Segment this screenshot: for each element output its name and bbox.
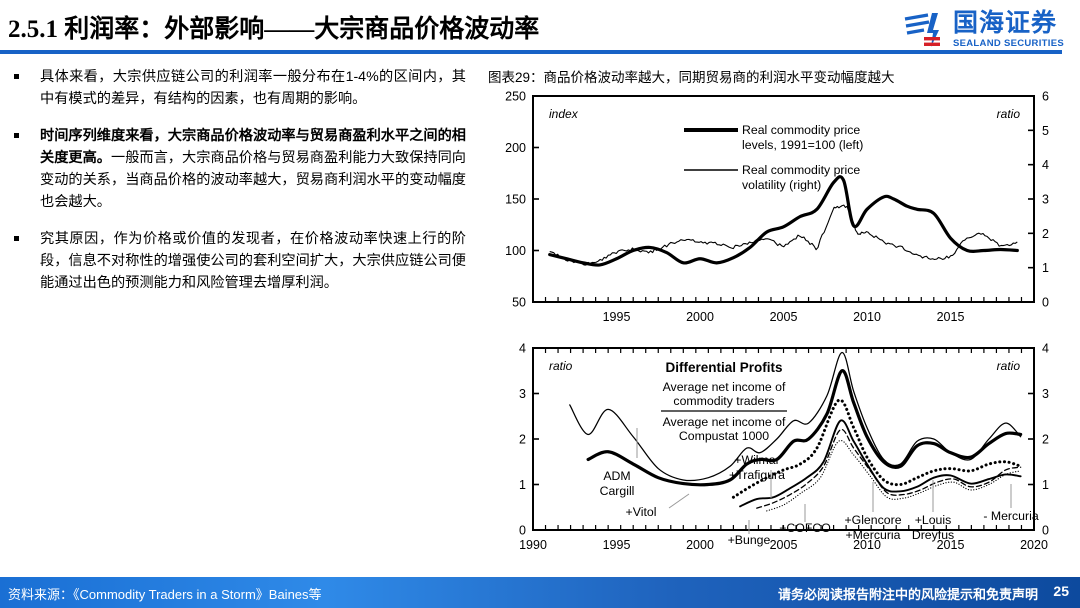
bullet-plain: 究其原因，作为价格或价值的发现者，在价格波动率快速上行的阶段，信息不对称性的增强… xyxy=(40,231,466,291)
annotation-leader-1 xyxy=(669,494,689,508)
bottom-chart-frame xyxy=(533,348,1034,530)
top-y2-tick-label: 2 xyxy=(1042,227,1049,241)
exhibit-panel: 图表29：商品价格波动率越大，同期贸易商的利润水平变动幅度越大 50100150… xyxy=(488,66,1066,571)
source-note: 资料来源：《Commodity Traders in a Storm》Baine… xyxy=(8,584,322,603)
bottom-y2-tick-label: 2 xyxy=(1042,433,1049,447)
list-item: 具体来看，大宗供应链公司的利润率一般分布在1-4%的区间内，其中有模式的差异，有… xyxy=(14,66,466,110)
top-y2-tick-label: 1 xyxy=(1042,261,1049,275)
bottom-y2-tick-label: 1 xyxy=(1042,478,1049,492)
annotation-5-line2: +Mercuria xyxy=(845,528,900,542)
slide-page: 2.5.1 利润率：外部影响——大宗商品价格波动率 国海证券 SEALAND S xyxy=(0,0,1080,608)
bottom-y-tick-label: 0 xyxy=(519,524,526,538)
page-number: 25 xyxy=(1053,583,1069,599)
company-logo: 国海证券 SEALAND SECURITIES xyxy=(902,6,1072,54)
top-y-tick-label: 150 xyxy=(505,193,526,207)
bottom-y-tick-label: 3 xyxy=(519,387,526,401)
formula-denominator-line1: Average net income of xyxy=(663,415,786,429)
disclaimer-note: 请务必阅读报告附注中的风险提示和免责声明 xyxy=(778,584,1038,603)
list-item: 究其原因，作为价格或价值的发现者，在价格波动率快速上行的阶段，信息不对称性的增强… xyxy=(14,228,466,294)
formula-denominator-line2: Compustat 1000 xyxy=(679,429,769,443)
series-traders-fine-dotted xyxy=(767,441,1021,511)
top-y-tick-label: 250 xyxy=(505,90,526,104)
dual-panel-chart: 5010015020025001234561995200020052010201… xyxy=(488,90,1066,570)
top-x-tick-label: 1995 xyxy=(603,310,631,324)
bottom-y2-tick-label: 4 xyxy=(1042,342,1049,356)
bottom-y-tick-label: 4 xyxy=(519,342,526,356)
top-y2-tick-label: 4 xyxy=(1042,158,1049,172)
logo-text-en: SEALAND SECURITIES xyxy=(953,39,1064,49)
legend-label-1-line2: volatility (right) xyxy=(742,178,821,192)
annotation-7-line1: - Mercuria xyxy=(983,509,1039,523)
list-item: 时间序列维度来看，大宗商品价格波动率与贸易商盈利水平之间的相关度更高。一般而言，… xyxy=(14,125,466,213)
annotation-3-line1: +Bunge xyxy=(728,533,771,547)
bottom-x-tick-label: 2000 xyxy=(686,538,714,552)
bullet-marker-icon xyxy=(14,66,40,110)
bottom-y2-tick-label: 0 xyxy=(1042,524,1049,538)
top-x-tick-label: 2015 xyxy=(937,310,965,324)
annotation-5-line1: +Glencore xyxy=(844,513,901,527)
annotation-2-line2: +Trafigura xyxy=(729,468,785,482)
bottom-x-tick-label: 2020 xyxy=(1020,538,1048,552)
slide-footer: 资料来源：《Commodity Traders in a Storm》Baine… xyxy=(0,577,1080,608)
top-left-axis-note: index xyxy=(549,107,579,121)
top-x-tick-label: 2000 xyxy=(686,310,714,324)
formula-numerator-line2: commodity traders xyxy=(673,394,774,408)
annotation-0-line2: Cargill xyxy=(600,484,635,498)
top-y2-tick-label: 3 xyxy=(1042,193,1049,207)
legend-label-1-line1: Real commodity price xyxy=(742,163,860,177)
annotation-6-line2: Dreyfus xyxy=(912,528,954,542)
bottom-y-tick-label: 1 xyxy=(519,478,526,492)
top-y-tick-label: 50 xyxy=(512,296,526,310)
annotation-1-line1: +Vitol xyxy=(626,505,657,519)
bullet-text-3: 究其原因，作为价格或价值的发现者，在价格波动率快速上行的阶段，信息不对称性的增强… xyxy=(40,228,466,294)
bottom-right-axis-note: ratio xyxy=(997,359,1021,373)
series-traders-main-thick xyxy=(588,371,1021,485)
bullet-marker-icon xyxy=(14,228,40,294)
top-x-tick-label: 2005 xyxy=(770,310,798,324)
bullet-text-2: 时间序列维度来看，大宗商品价格波动率与贸易商盈利水平之间的相关度更高。一般而言，… xyxy=(40,125,466,213)
figure-container: 5010015020025001234561995200020052010201… xyxy=(488,90,1066,570)
slide-header: 2.5.1 利润率：外部影响——大宗商品价格波动率 国海证券 SEALAND S xyxy=(0,0,1080,56)
annotation-2-line1: +Wilmar xyxy=(734,453,779,467)
bullet-marker-icon xyxy=(14,125,40,213)
bottom-y-tick-label: 2 xyxy=(519,433,526,447)
annotation-4-line1: +COFCO xyxy=(779,521,831,535)
top-y2-tick-label: 0 xyxy=(1042,296,1049,310)
bottom-x-tick-label: 1995 xyxy=(603,538,631,552)
formula-numerator-line1: Average net income of xyxy=(663,380,786,394)
bullet-plain: 具体来看，大宗供应链公司的利润率一般分布在1-4%的区间内，其中有模式的差异，有… xyxy=(40,69,466,107)
top-y2-tick-label: 6 xyxy=(1042,90,1049,104)
differential-profits-title: Differential Profits xyxy=(665,360,782,375)
exhibit-title: 图表29：商品价格波动率越大，同期贸易商的利润水平变动幅度越大 xyxy=(488,66,895,86)
top-y-tick-label: 100 xyxy=(505,244,526,258)
top-y-tick-label: 200 xyxy=(505,141,526,155)
annotation-0-line1: ADM xyxy=(603,469,630,483)
legend-label-0-line2: levels, 1991=100 (left) xyxy=(742,138,863,152)
legend-label-0-line1: Real commodity price xyxy=(742,123,860,137)
bottom-y2-tick-label: 3 xyxy=(1042,387,1049,401)
bottom-x-tick-label: 2005 xyxy=(770,538,798,552)
top-x-tick-label: 2010 xyxy=(853,310,881,324)
top-right-axis-note: ratio xyxy=(997,107,1021,121)
sealand-logo-icon xyxy=(902,10,946,50)
bullet-list: 具体来看，大宗供应链公司的利润率一般分布在1-4%的区间内，其中有模式的差异，有… xyxy=(14,66,466,309)
annotation-6-line1: +Louis xyxy=(915,513,952,527)
page-title: 2.5.1 利润率：外部影响——大宗商品价格波动率 xyxy=(8,9,539,45)
bottom-left-axis-note: ratio xyxy=(549,359,573,373)
logo-text-cn: 国海证券 xyxy=(953,11,1064,36)
top-y2-tick-label: 5 xyxy=(1042,124,1049,138)
series-traders-upper-thin xyxy=(570,353,1021,481)
bullet-text-1: 具体来看，大宗供应链公司的利润率一般分布在1-4%的区间内，其中有模式的差异，有… xyxy=(40,66,466,110)
bottom-x-tick-label: 1990 xyxy=(519,538,547,552)
